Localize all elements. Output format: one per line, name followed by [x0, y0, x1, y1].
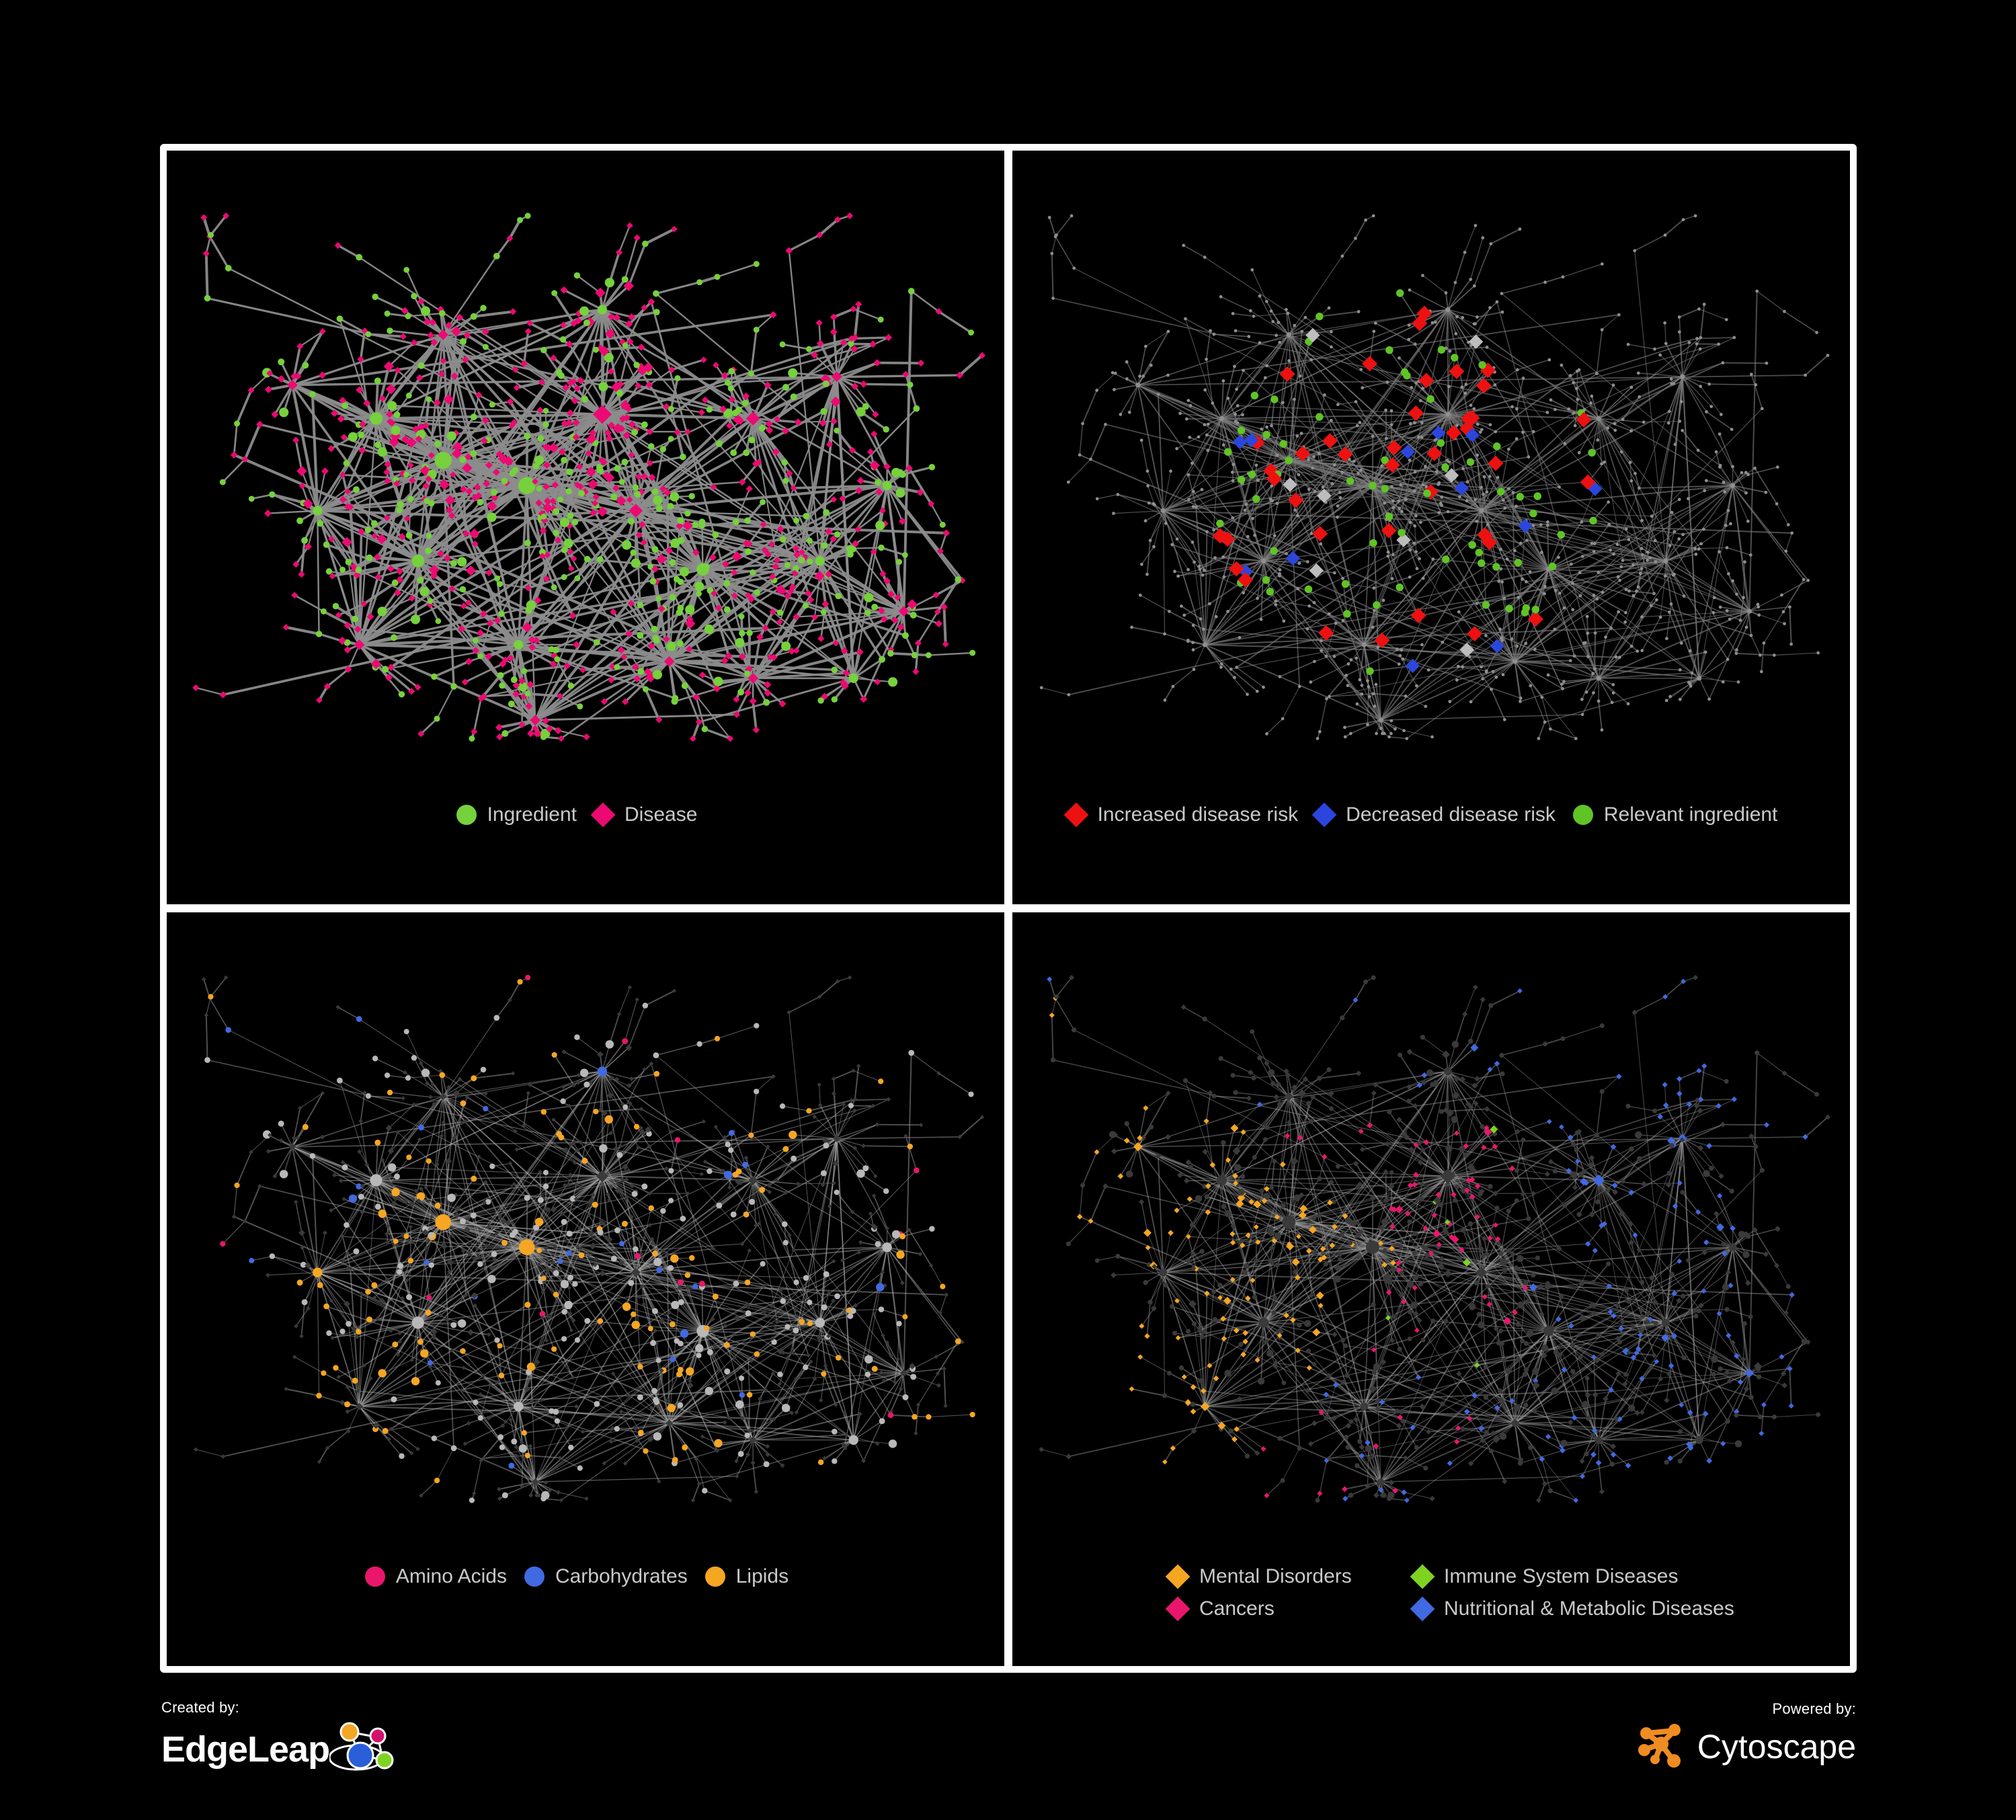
- panel-nutrient-class[interactable]: Amino Acids Carbohydrates Lipids: [167, 912, 1004, 1666]
- panel-frame: Ingredient Disease: [160, 144, 1857, 1673]
- panel-grid: Ingredient Disease: [167, 151, 1850, 1666]
- panel-disease-class[interactable]: Mental Disorders Immune System Diseases …: [1012, 912, 1850, 1666]
- panel-disease-risk[interactable]: Increased disease risk Decreased disease…: [1012, 151, 1850, 904]
- panel-ingredient-disease[interactable]: Ingredient Disease: [167, 151, 1004, 904]
- network-canvas-1[interactable]: [167, 151, 1004, 904]
- created-by-branding: Created by: EdgeLeap: [161, 1700, 402, 1780]
- edgeleap-network-logo-icon: [328, 1718, 402, 1780]
- cytoscape-wordmark: Cytoscape: [1697, 1727, 1856, 1766]
- network-canvas-3[interactable]: [167, 912, 1004, 1666]
- created-by-kicker: Created by:: [161, 1699, 239, 1716]
- cytoscape-network-logo-icon: [1636, 1720, 1688, 1773]
- network-canvas-2[interactable]: [1012, 151, 1850, 904]
- edgeleap-wordmark: EdgeLeap: [161, 1729, 330, 1770]
- network-canvas-4[interactable]: [1012, 912, 1850, 1666]
- powered-by-branding: Powered by:: [1636, 1701, 1856, 1773]
- powered-by-kicker: Powered by:: [1772, 1700, 1856, 1717]
